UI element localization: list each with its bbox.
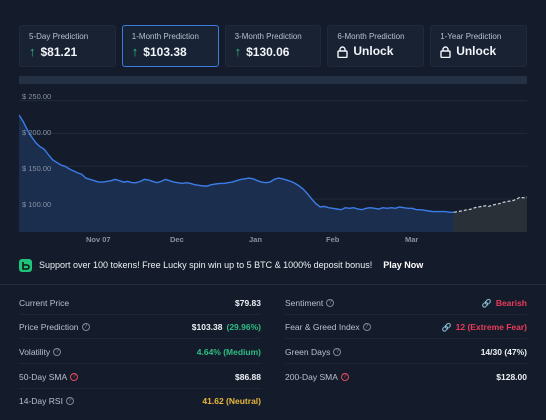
chart-range-bar[interactable] xyxy=(19,76,527,84)
divider xyxy=(0,284,546,285)
card-value: $81.21 xyxy=(40,44,78,59)
stat-value: 4.64% (Medium) xyxy=(196,347,261,357)
stat-value: 41.62 (Neutral) xyxy=(202,396,261,406)
link-icon: 🔗 xyxy=(441,322,452,332)
chart-plot-area[interactable]: $ 250.00 $ 200.00 $ 150.00 $ 100.00 Nov … xyxy=(18,90,528,246)
forecast-area xyxy=(454,197,527,232)
x-tick: Dec xyxy=(170,235,184,244)
row-divider xyxy=(19,338,261,339)
chart-svg xyxy=(18,100,528,232)
lock-icon xyxy=(440,45,451,58)
help-icon[interactable]: ? xyxy=(333,348,342,356)
card-label: 3-Month Prediction xyxy=(234,32,302,41)
promo-banner[interactable]: Support over 100 tokens! Free Lucky spin… xyxy=(19,257,527,273)
link-icon: 🔗 xyxy=(481,298,492,308)
card-value: $130.06 xyxy=(246,44,290,59)
row-divider xyxy=(19,363,261,364)
arrow-up-icon: ↑ xyxy=(234,44,242,59)
row-divider xyxy=(19,388,261,389)
card-6-month[interactable]: 6-Month Prediction Unlock xyxy=(327,25,425,67)
stat-price-prediction: Price Prediction? $103.38 (29.96%) xyxy=(19,319,261,335)
forecast-line xyxy=(453,196,528,213)
help-icon[interactable]: ? xyxy=(53,348,62,356)
x-tick: Feb xyxy=(326,235,340,244)
stat-label: Price Prediction xyxy=(19,322,79,332)
stat-fear-greed: Fear & Greed Index? 🔗 12 (Extreme Fear) xyxy=(285,319,527,335)
stat-label: Volatility xyxy=(19,347,51,357)
stat-value: 14/30 (47%) xyxy=(480,347,527,357)
help-icon[interactable]: ? xyxy=(70,373,79,381)
prediction-cards: 5-Day Prediction ↑ $81.21 1-Month Predict… xyxy=(19,25,527,67)
stat-label: Fear & Greed Index xyxy=(285,322,360,332)
help-icon[interactable]: ? xyxy=(362,323,371,331)
card-value: Unlock xyxy=(456,44,497,58)
stat-label: 200-Day SMA xyxy=(285,372,338,382)
card-5-day[interactable]: 5-Day Prediction ↑ $81.21 xyxy=(19,25,116,67)
stat-label: Sentiment xyxy=(285,298,324,308)
card-label: 1-Year Prediction xyxy=(440,32,502,41)
card-value: $103.38 xyxy=(143,44,187,59)
y-tick: $ 150.00 xyxy=(22,164,52,173)
stat-value: $103.38 xyxy=(191,322,223,332)
row-divider xyxy=(285,338,527,339)
help-icon[interactable]: ? xyxy=(340,373,349,381)
x-tick: Jan xyxy=(249,235,262,244)
card-1-year[interactable]: 1-Year Prediction Unlock xyxy=(430,25,527,67)
arrow-up-icon: ↑ xyxy=(131,44,139,59)
stat-value[interactable]: 12 (Extreme Fear) xyxy=(455,322,527,332)
stat-label: 14-Day RSI xyxy=(19,396,63,406)
stat-label: Green Days xyxy=(285,347,331,357)
stat-green-days: Green Days? 14/30 (47%) xyxy=(285,344,527,360)
arrow-up-icon: ↑ xyxy=(29,44,36,59)
stat-value: $79.83 xyxy=(235,298,261,308)
card-3-month[interactable]: 3-Month Prediction ↑ $130.06 xyxy=(224,25,322,67)
row-divider xyxy=(285,314,527,315)
stat-50-day-sma: 50-Day SMA? $86.88 xyxy=(19,369,261,385)
history-line xyxy=(18,114,454,213)
row-divider xyxy=(19,314,261,315)
y-tick: $ 250.00 xyxy=(22,92,52,101)
stat-14-day-rsi: 14-Day RSI? 41.62 (Neutral) xyxy=(19,393,261,409)
stat-volatility: Volatility? 4.64% (Medium) xyxy=(19,344,261,360)
y-tick: $ 100.00 xyxy=(22,200,52,209)
history-area xyxy=(19,115,454,232)
x-tick: Mar xyxy=(405,235,419,244)
stat-current-price: Current Price $79.83 xyxy=(19,295,261,311)
help-icon[interactable]: ? xyxy=(326,299,335,307)
row-divider xyxy=(285,363,527,364)
help-icon[interactable]: ? xyxy=(81,323,90,331)
card-1-month[interactable]: 1-Month Prediction ↑ $103.38 xyxy=(121,25,219,67)
card-label: 1-Month Prediction xyxy=(131,32,199,41)
stat-value: $128.00 xyxy=(496,372,527,382)
help-icon[interactable]: ? xyxy=(65,397,74,405)
card-label: 5-Day Prediction xyxy=(29,32,89,41)
promo-text: Support over 100 tokens! Free Lucky spin… xyxy=(39,260,373,270)
card-value: Unlock xyxy=(353,44,394,58)
stat-change: (29.96%) xyxy=(226,322,262,332)
price-chart[interactable]: $ 250.00 $ 200.00 $ 150.00 $ 100.00 Nov … xyxy=(18,76,528,246)
lock-icon xyxy=(337,45,349,58)
stat-label: 50-Day SMA xyxy=(19,372,68,382)
stat-value[interactable]: Bearish xyxy=(495,298,527,308)
exchange-logo-icon xyxy=(19,258,32,272)
stat-value: $86.88 xyxy=(235,372,261,382)
play-now-link[interactable]: Play Now xyxy=(383,260,424,270)
x-tick: Nov 07 xyxy=(86,235,111,244)
y-tick: $ 200.00 xyxy=(22,128,52,137)
stat-sentiment: Sentiment? 🔗 Bearish xyxy=(285,295,527,311)
stat-label: Current Price xyxy=(19,298,70,308)
card-label: 6-Month Prediction xyxy=(337,32,405,41)
stat-200-day-sma: 200-Day SMA? $128.00 xyxy=(285,369,527,385)
